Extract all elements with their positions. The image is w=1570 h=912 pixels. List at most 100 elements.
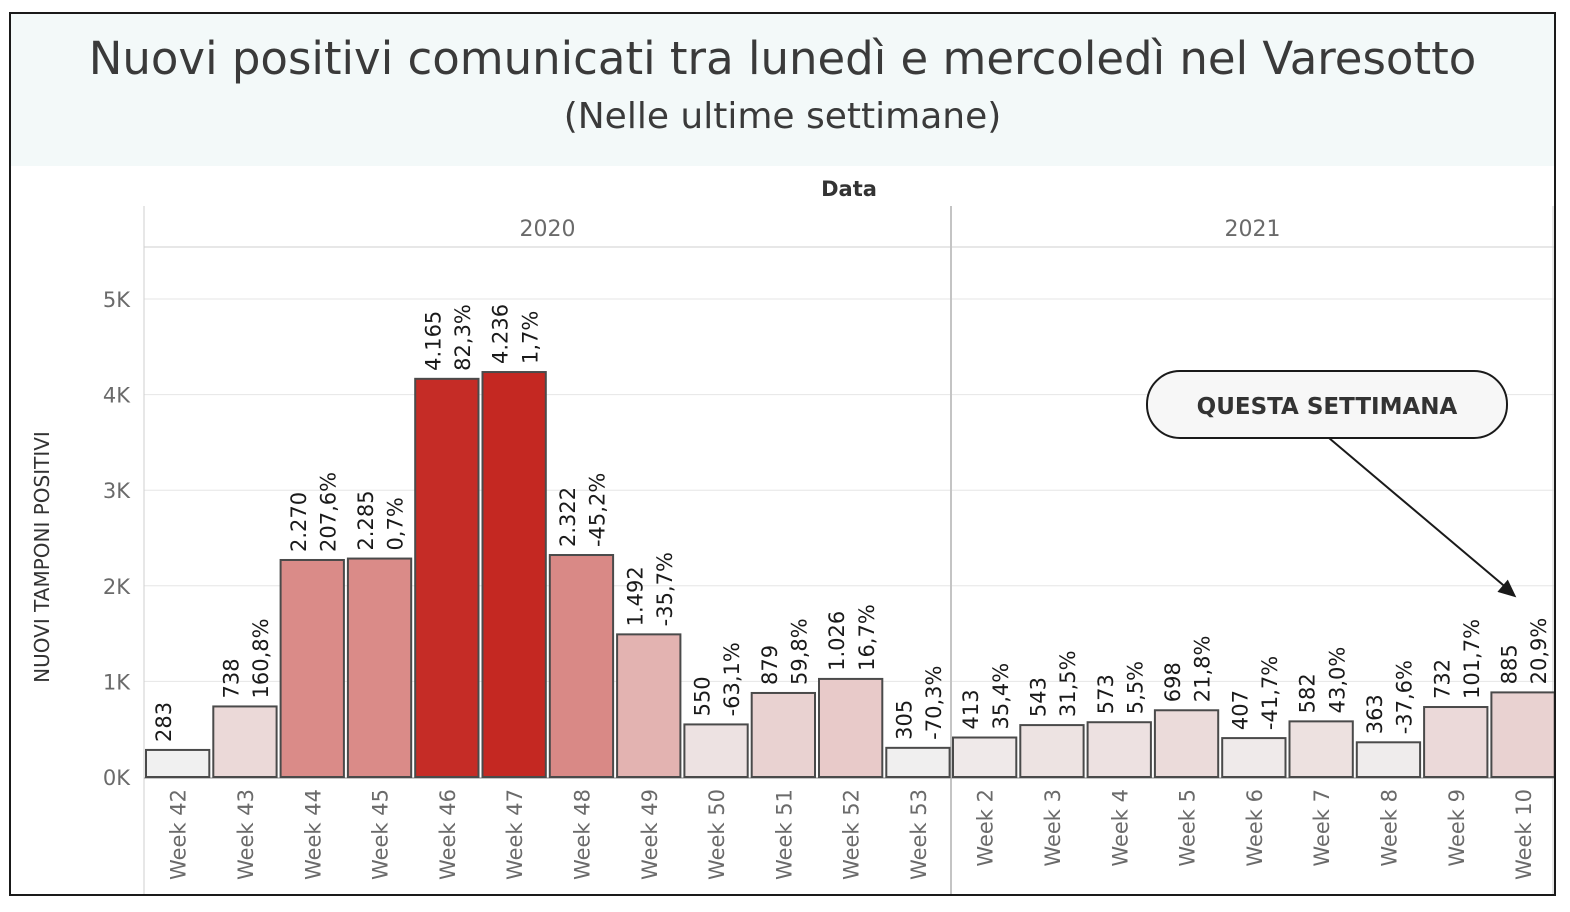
bar-value-label: 698 bbox=[1161, 662, 1185, 702]
x-tick-label: Week 6 bbox=[1243, 789, 1267, 867]
bar bbox=[548, 554, 615, 778]
bar-pct-label: -63,1% bbox=[720, 642, 744, 716]
x-tick-label: Week 9 bbox=[1445, 789, 1469, 867]
bar bbox=[1221, 737, 1287, 779]
bar-value-label: 363 bbox=[1363, 694, 1387, 734]
x-tick-label: Week 51 bbox=[772, 789, 796, 880]
x-tick-label: Week 44 bbox=[301, 789, 325, 880]
bar-pct-label: 43,0% bbox=[1325, 647, 1349, 714]
y-tick-label: 1K bbox=[103, 670, 131, 694]
annotation-box bbox=[1146, 370, 1508, 439]
x-tick-label: Week 4 bbox=[1108, 789, 1132, 867]
bar-value-label: 2.270 bbox=[287, 492, 311, 552]
x-tick-label: Week 43 bbox=[234, 789, 258, 880]
bar-pct-label: 0,7% bbox=[384, 497, 408, 550]
bar bbox=[414, 377, 480, 778]
bar-pct-label: 160,8% bbox=[249, 618, 273, 698]
bar-pct-label: 20,9% bbox=[1527, 618, 1551, 685]
y-tick-label: 5K bbox=[103, 288, 131, 312]
annotation-text: QUESTA SETTIMANA bbox=[1197, 394, 1458, 420]
bar-value-label: 1.492 bbox=[623, 566, 647, 626]
bar bbox=[145, 748, 211, 778]
chart-title: Nuovi positivi comunicati tra lunedì e m… bbox=[88, 32, 1477, 85]
bar-value-label: 582 bbox=[1296, 673, 1320, 713]
bar-value-label: 1.026 bbox=[825, 611, 849, 671]
x-axis-title: Data bbox=[821, 177, 877, 201]
year-label: 2021 bbox=[1225, 217, 1281, 242]
bar bbox=[885, 746, 951, 778]
bar-pct-label: -41,7% bbox=[1258, 656, 1282, 730]
bar-value-label: 413 bbox=[959, 689, 983, 729]
bar bbox=[481, 371, 547, 778]
bar-pct-label: -45,2% bbox=[586, 473, 610, 547]
bar-value-label: 885 bbox=[1498, 644, 1522, 684]
bar-pct-label: 1,7% bbox=[518, 311, 542, 364]
bar-value-label: 879 bbox=[758, 645, 782, 685]
header-band: Nuovi positivi comunicati tra lunedì e m… bbox=[11, 14, 1554, 166]
bar-pct-label: -35,7% bbox=[653, 552, 677, 626]
bar-pct-label: 59,8% bbox=[788, 618, 812, 685]
bar bbox=[1019, 724, 1085, 778]
x-tick-label: Week 52 bbox=[840, 789, 864, 880]
y-axis-title: NUOVI TAMPONI POSITIVI bbox=[30, 431, 54, 683]
x-tick-label: Week 2 bbox=[974, 789, 998, 867]
x-tick-label: Week 5 bbox=[1176, 789, 1200, 867]
bar-value-label: 543 bbox=[1026, 677, 1050, 717]
bar-pct-label: -70,3% bbox=[922, 666, 946, 740]
bar bbox=[952, 736, 1018, 779]
annotation-arrow-line bbox=[1328, 437, 1509, 591]
bar bbox=[1288, 720, 1354, 778]
bar-value-label: 2.322 bbox=[556, 487, 580, 547]
x-tick-label: Week 8 bbox=[1377, 789, 1401, 867]
bar bbox=[1153, 709, 1220, 778]
bar-pct-label: 5,5% bbox=[1123, 661, 1147, 714]
bar-value-label: 407 bbox=[1228, 690, 1252, 730]
bar-value-label: 4.165 bbox=[421, 311, 445, 371]
bar bbox=[346, 557, 413, 779]
bar bbox=[279, 558, 345, 778]
chart-frame: Nuovi positivi comunicati tra lunedì e m… bbox=[9, 12, 1556, 896]
bar-pct-label: -37,6% bbox=[1393, 660, 1417, 734]
bar bbox=[616, 633, 682, 778]
x-tick-label: Week 3 bbox=[1041, 789, 1065, 867]
bar bbox=[750, 691, 817, 778]
bar-value-label: 2.285 bbox=[354, 490, 378, 550]
annotation-arrowhead bbox=[1497, 579, 1517, 598]
x-tick-label: Week 7 bbox=[1310, 789, 1334, 867]
y-tick-label: 4K bbox=[103, 384, 131, 408]
bar-value-label: 305 bbox=[892, 700, 916, 740]
x-tick-label: Week 46 bbox=[436, 789, 460, 880]
bar-pct-label: 16,7% bbox=[855, 604, 879, 671]
bar-value-label: 738 bbox=[219, 658, 243, 698]
bar-value-label: 732 bbox=[1430, 659, 1454, 699]
bar bbox=[683, 723, 749, 778]
bar-chart: 0K 1K 2K 3K 4K 5K Data 2020 2021 NUOVI TAMPONI PO… bbox=[30, 177, 1554, 894]
bar bbox=[1086, 721, 1152, 778]
bar-value-label: 4.236 bbox=[489, 304, 513, 364]
bar-value-label: 283 bbox=[152, 702, 176, 742]
x-tick-label: Week 53 bbox=[907, 789, 931, 880]
x-tick-label: Week 45 bbox=[369, 789, 393, 880]
bar bbox=[818, 677, 884, 779]
bar bbox=[1490, 691, 1554, 778]
bar bbox=[1355, 741, 1422, 778]
bar bbox=[212, 705, 278, 779]
x-tick-label: Week 50 bbox=[705, 789, 729, 880]
x-tick-label: Week 42 bbox=[167, 789, 191, 880]
bar-value-label: 550 bbox=[691, 676, 715, 716]
y-tick-label: 0K bbox=[103, 766, 131, 790]
x-tick-label: Week 48 bbox=[570, 789, 594, 880]
x-tick-label: Week 49 bbox=[638, 789, 662, 880]
bar-pct-label: 101,7% bbox=[1460, 619, 1484, 699]
year-label: 2020 bbox=[520, 217, 576, 242]
bar-value-label: 573 bbox=[1094, 674, 1118, 714]
chart-subtitle: (Nelle ultime settimane) bbox=[563, 96, 1002, 137]
bar-pct-label: 31,5% bbox=[1056, 650, 1080, 717]
bar-pct-label: 207,6% bbox=[316, 472, 340, 552]
x-tick-label: Week 47 bbox=[503, 789, 527, 880]
x-tick-label: Week 10 bbox=[1512, 789, 1536, 880]
bar-pct-label: 21,8% bbox=[1191, 636, 1215, 703]
y-tick-label: 2K bbox=[103, 575, 131, 599]
bar-pct-label: 82,3% bbox=[451, 304, 475, 371]
y-tick-label: 3K bbox=[103, 479, 131, 503]
